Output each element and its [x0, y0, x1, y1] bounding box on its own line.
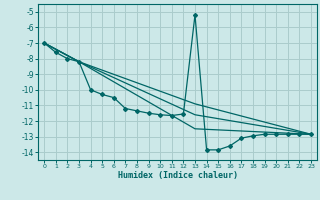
- X-axis label: Humidex (Indice chaleur): Humidex (Indice chaleur): [118, 171, 238, 180]
